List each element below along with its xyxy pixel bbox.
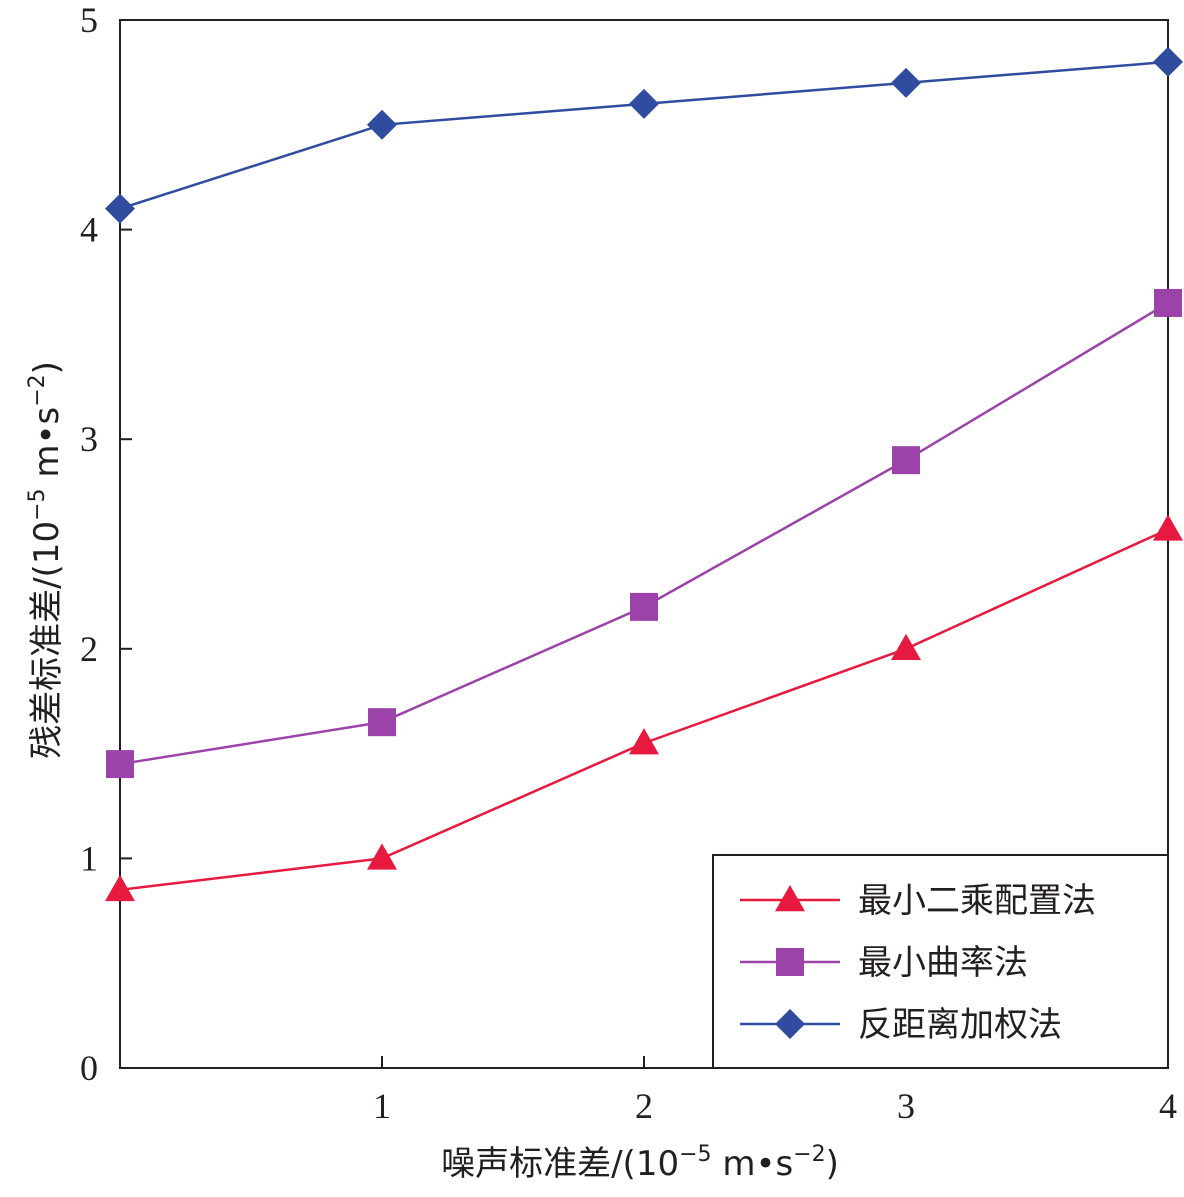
series-square [106,288,1182,779]
legend-marker [775,885,805,912]
legend-label: 最小曲率法 [858,943,1028,983]
data-point [892,446,920,475]
y-tick-label: 1 [80,838,98,878]
x-tick-label: 4 [1159,1086,1177,1126]
series-diamond [105,46,1183,224]
data-point [1154,288,1182,317]
data-point [891,67,921,98]
x-tick-label: 3 [897,1086,915,1126]
data-point [367,843,397,870]
data-point [367,109,397,140]
y-tick-label: 3 [80,419,98,459]
legend-entry: 反距离加权法 [740,1005,1062,1045]
legend-label: 最小二乘配置法 [858,881,1096,921]
x-axis-title: 噪声标准差/(10−5 m•s−2) [441,1142,839,1184]
data-point [106,750,134,779]
axes-layer: 0 1 2 3 4 5 1 2 3 4 [80,0,1177,1126]
y-axis-title: 残差标准差/(10−5 m•s−2) [25,361,67,759]
legend-marker [776,948,804,976]
data-point [629,88,659,119]
y-tick-label: 4 [80,210,98,250]
y-tick-label: 0 [80,1048,98,1088]
data-point [1153,514,1183,541]
data-point [1153,46,1183,77]
legend-label: 反距离加权法 [858,1005,1062,1045]
series-line [119,60,1169,210]
data-point [629,728,659,755]
data-point [630,592,658,621]
x-tick-label: 2 [635,1086,653,1126]
series-triangle [105,514,1183,902]
y-tick-label: 2 [80,629,98,669]
legend-entry: 最小曲率法 [740,943,1028,983]
legend-entry: 最小二乘配置法 [740,881,1096,921]
x-tick-label: 1 [373,1086,391,1126]
data-point [368,708,396,737]
y-tick-label: 5 [80,0,98,40]
series-layer [105,46,1183,902]
series-line [119,528,1169,892]
legend-marker [775,1009,805,1039]
data-point [891,633,921,661]
series-line [119,301,1169,766]
data-point [105,193,135,224]
data-point [105,874,135,902]
